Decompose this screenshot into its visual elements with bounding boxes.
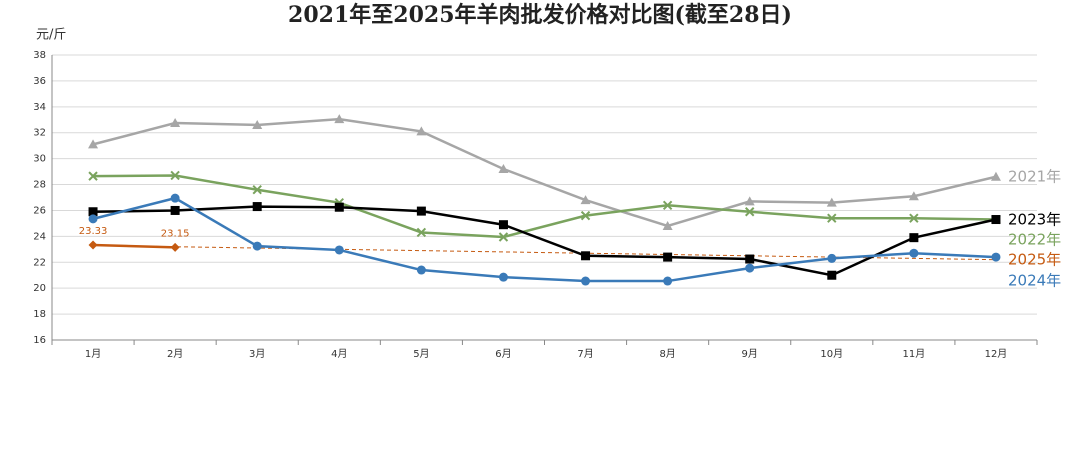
marker xyxy=(498,232,509,242)
marker xyxy=(662,200,673,210)
y-tick-label: 20 xyxy=(33,283,46,294)
marker xyxy=(170,118,181,128)
marker xyxy=(580,210,591,221)
marker xyxy=(909,248,919,258)
x-tick-label: 1月 xyxy=(85,348,101,360)
marker xyxy=(252,185,262,195)
y-tick-label: 18 xyxy=(33,309,46,320)
marker xyxy=(744,196,755,206)
y-tick-label: 32 xyxy=(33,128,46,139)
marker xyxy=(252,241,262,251)
marker xyxy=(170,242,180,252)
marker xyxy=(416,126,427,136)
legend-label: 2025年 xyxy=(1008,251,1061,269)
legend-label: 2022年 xyxy=(1008,231,1061,249)
marker xyxy=(334,245,344,255)
marker xyxy=(416,227,427,238)
marker xyxy=(991,252,1001,262)
y-tick-label: 34 xyxy=(33,102,46,113)
marker xyxy=(745,263,755,273)
marker xyxy=(663,252,673,262)
y-tick-label: 28 xyxy=(33,180,46,191)
y-tick-label: 38 xyxy=(33,50,46,61)
marker xyxy=(827,213,837,223)
marker xyxy=(580,195,591,205)
series-line xyxy=(93,243,176,249)
x-tick-label: 9月 xyxy=(742,348,758,360)
marker xyxy=(990,171,1001,181)
marker xyxy=(745,254,755,264)
marker xyxy=(826,197,837,207)
marker xyxy=(252,202,262,212)
x-tick-label: 10月 xyxy=(820,348,843,360)
marker xyxy=(581,251,591,261)
marker xyxy=(581,276,591,286)
x-tick-label: 8月 xyxy=(659,348,675,360)
marker xyxy=(88,139,99,149)
marker xyxy=(498,272,508,282)
marker xyxy=(745,207,755,217)
marker xyxy=(88,207,98,217)
legend-label: 2021年 xyxy=(1008,168,1061,186)
marker xyxy=(909,213,919,223)
y-tick-label: 22 xyxy=(33,257,46,268)
y-tick-label: 24 xyxy=(33,231,46,242)
marker xyxy=(498,164,509,173)
x-tick-label: 7月 xyxy=(577,348,593,360)
legend-label: 2024年 xyxy=(1008,272,1061,290)
marker xyxy=(416,265,426,275)
legend-label: 2023年 xyxy=(1008,211,1061,229)
series-line xyxy=(92,196,997,283)
x-tick-label: 6月 xyxy=(495,348,511,360)
marker xyxy=(170,170,180,181)
marker xyxy=(498,220,508,230)
y-tick-label: 16 xyxy=(33,335,46,346)
chart-title: 2021年至2025年羊肉批发价格对比图(截至28日) xyxy=(288,2,792,28)
marker xyxy=(416,206,426,216)
x-tick-label: 3月 xyxy=(249,348,265,360)
marker xyxy=(908,191,919,201)
marker xyxy=(991,215,1001,225)
marker xyxy=(252,119,263,129)
marker xyxy=(170,205,180,215)
y-tick-label: 36 xyxy=(33,76,46,87)
series-line xyxy=(92,117,997,228)
marker xyxy=(334,202,344,212)
x-tick-label: 11月 xyxy=(903,348,926,360)
marker xyxy=(88,240,98,250)
x-tick-label: 5月 xyxy=(413,348,429,360)
marker xyxy=(88,214,98,224)
data-label: 23.15 xyxy=(161,228,190,239)
series-line xyxy=(93,205,997,277)
x-tick-label: 4月 xyxy=(331,348,347,360)
data-label: 23.33 xyxy=(79,226,108,237)
marker xyxy=(88,171,98,181)
marker xyxy=(827,270,837,280)
x-tick-label: 2月 xyxy=(167,348,183,360)
y-axis-label: 元/斤 xyxy=(36,28,66,43)
marker xyxy=(334,114,345,124)
marker xyxy=(827,253,837,263)
marker xyxy=(170,193,180,203)
marker xyxy=(663,276,673,286)
y-tick-label: 26 xyxy=(33,205,46,216)
y-tick-label: 30 xyxy=(33,154,46,165)
x-tick-label: 12月 xyxy=(985,348,1008,360)
series-line xyxy=(93,174,996,239)
marker xyxy=(909,233,919,243)
marker xyxy=(662,221,673,230)
